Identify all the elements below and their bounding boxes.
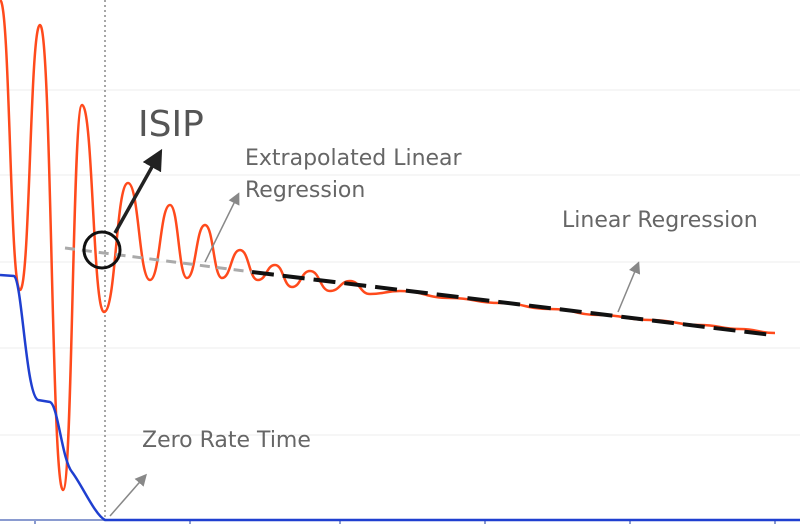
extrapolated-arrow [204,192,240,263]
zero-rate-label: Zero Rate Time [142,428,311,453]
extrapolated-line [64,246,253,274]
grid [0,89,800,436]
regression-label: Linear Regression [562,208,758,233]
isip-arrow [113,148,163,234]
regression-line [251,270,773,337]
rate-curve [0,273,800,522]
extrapolated-label: Regression [245,178,365,203]
isip-marker [82,230,122,270]
isip-label: ISIP [138,104,204,145]
extrapolated-label: Extrapolated Linear [245,146,463,171]
pressure-curve [0,0,776,492]
zero-rate-arrow [109,473,147,517]
regression-arrow [617,261,641,313]
